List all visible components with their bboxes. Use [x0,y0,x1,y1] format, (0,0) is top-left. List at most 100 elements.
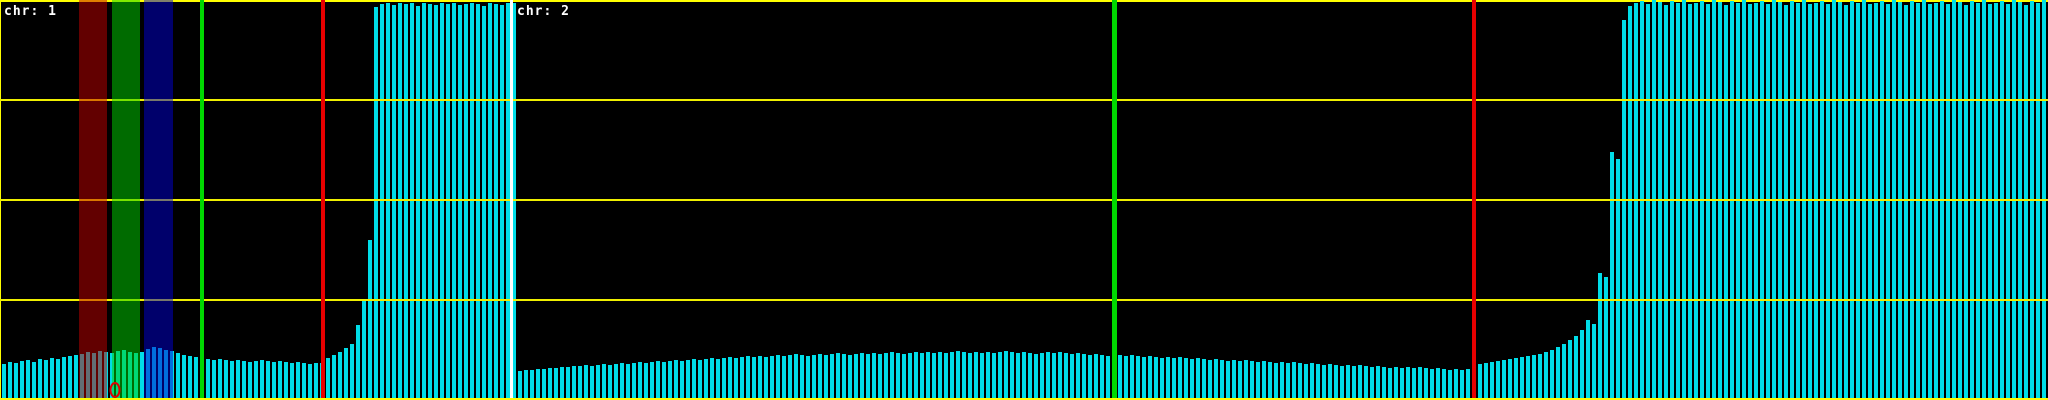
coverage-bar [254,361,258,400]
panel-separator [510,0,513,400]
coverage-bar [1094,354,1098,400]
coverage-bar [1202,359,1206,400]
coverage-bar [650,362,654,400]
coverage-bar [1988,4,1992,400]
coverage-bar [1184,358,1188,400]
bottom-border-line [0,398,2048,400]
coverage-bar [698,360,702,400]
coverage-bar [806,356,810,400]
coverage-bar [746,356,750,400]
coverage-bar [1550,350,1554,400]
coverage-bar [980,353,984,400]
coverage-bar [578,366,582,400]
coverage-bar [32,362,36,400]
coverage-bar [536,369,540,400]
coverage-bar [1268,362,1272,400]
coverage-bar [452,3,456,400]
coverage-bar [1724,5,1728,400]
coverage-bar [422,3,426,400]
coverage-bar [1148,356,1152,400]
coverage-bar [1286,363,1290,400]
coverage-bar [842,354,846,400]
coverage-bar [1232,360,1236,400]
coverage-bar [500,5,504,400]
coverage-bar [1814,3,1818,400]
coverage-bar [284,362,288,400]
coverage-bar [1562,344,1566,400]
coverage-bar [386,3,390,400]
coverage-bar [206,359,210,400]
coverage-bar [1964,5,1968,400]
coverage-bar [1556,347,1560,400]
highlight-band-green [112,0,140,400]
coverage-bar [1214,359,1218,400]
coverage-bar [230,361,234,400]
coverage-bar [1478,364,1482,400]
coverage-bar [1136,356,1140,400]
coverage-bar [614,364,618,400]
coverage-bar [182,355,186,400]
coverage-bar [728,357,732,400]
coverage-bar [686,360,690,400]
coverage-bar [1412,368,1416,400]
coverage-bar [1190,359,1194,400]
coverage-bar [740,357,744,400]
coverage-bar [1400,368,1404,400]
coverage-bar [1748,4,1752,400]
coverage-bar [554,368,558,400]
coverage-bar [938,352,942,400]
coverage-bar [272,362,276,400]
coverage-bar [914,352,918,400]
coverage-bar [1484,363,1488,400]
coverage-bar [1226,361,1230,400]
coverage-bar [1010,352,1014,400]
coverage-bar [1526,356,1530,400]
coverage-bar [1280,362,1284,400]
coverage-bar [716,359,720,400]
coverage-bar [1430,369,1434,400]
coverage-bar [1298,363,1302,400]
coverage-bar [1544,352,1548,400]
coverage-bar [410,3,414,400]
coverage-bar [1460,370,1464,400]
coverage-bar [1130,355,1134,400]
coverage-bar [1394,367,1398,400]
coverage-bar [1304,364,1308,400]
chr2-panel-label: chr: 2 [517,4,570,19]
coverage-bar [308,364,312,400]
coverage-bar [692,359,696,400]
coverage-bar [710,358,714,400]
coverage-bar [1934,3,1938,400]
coverage-bar [734,358,738,400]
coverage-bar [956,351,960,400]
coverage-bar [476,4,480,400]
coverage-bar [188,356,192,400]
coverage-bar [1172,358,1176,400]
highlight-band-red [79,0,107,400]
coverage-bar [518,371,522,400]
coverage-bar [1568,340,1572,400]
coverage-bar [1082,354,1086,400]
coverage-bar [1616,159,1620,400]
coverage-bar [560,367,564,400]
coverage-bar [1496,361,1500,400]
coverage-bar [1340,366,1344,400]
coverage-bar [680,361,684,400]
coverage-bar [944,353,948,400]
coverage-bar [1436,368,1440,400]
coverage-bar [1514,358,1518,400]
coverage-bar [62,357,66,400]
coverage-bar [1508,359,1512,400]
coverage-bar [494,4,498,400]
coverage-bar [542,369,546,400]
coverage-bar [788,355,792,400]
coverage-bar [2006,4,2010,400]
coverage-bar [1100,355,1104,400]
coverage-bar [1418,367,1422,400]
green-marker-line-chr2 [1112,0,1117,400]
coverage-bar [1592,324,1596,400]
coverage-bar [974,352,978,400]
coverage-bar [1502,360,1506,400]
